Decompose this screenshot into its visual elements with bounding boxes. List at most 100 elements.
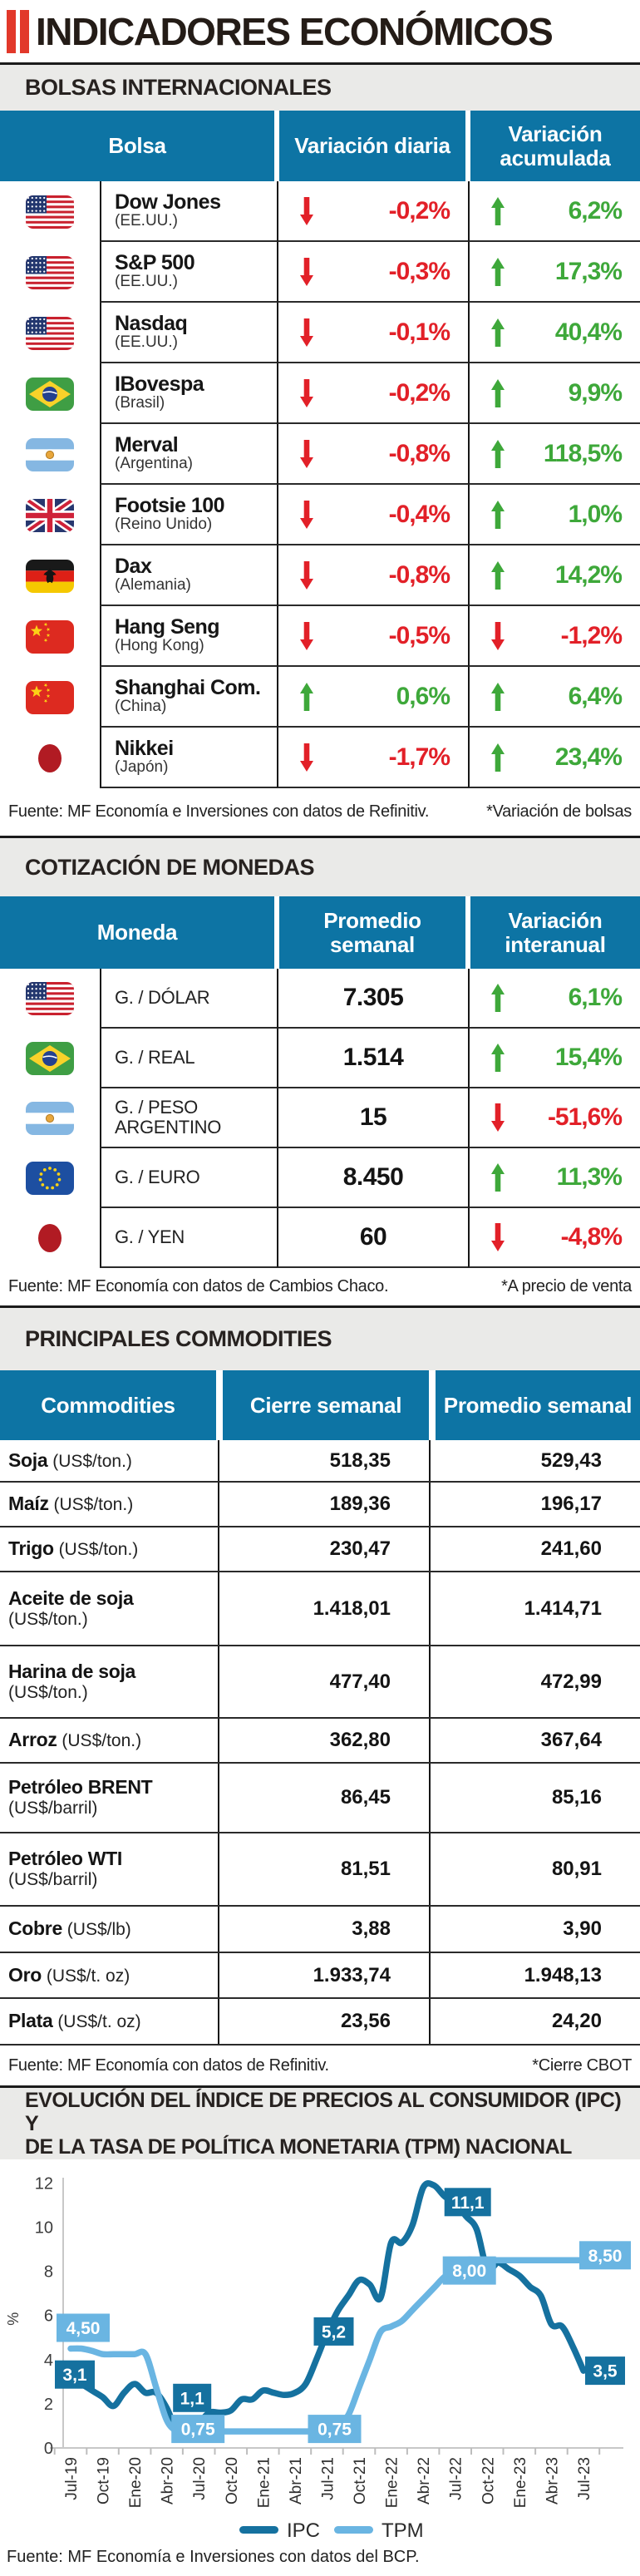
exchange-name: Shanghai Com. bbox=[115, 675, 261, 699]
weekly-close-value: 1.418,01 bbox=[218, 1572, 429, 1645]
svg-text:3,1: 3,1 bbox=[62, 2366, 87, 2385]
x-tick-label: Jul-22 bbox=[448, 2457, 465, 2500]
data-label-tpm: 8,00 bbox=[442, 2256, 496, 2285]
table-row: Arroz (US$/ton.) 362,80 367,64 bbox=[0, 1719, 640, 1764]
table-row: S&P 500 (EE.UU.) -0,3% 17,3% bbox=[0, 242, 640, 303]
legend-swatch-ipc bbox=[239, 2526, 278, 2534]
commodity-name: Soja (US$/ton.) bbox=[8, 1448, 132, 1471]
arrow-up-icon bbox=[491, 500, 505, 529]
flag-jp-icon bbox=[0, 1208, 100, 1268]
exchange-name: Nasdaq bbox=[115, 311, 188, 335]
accumulated-variation-value: 14,2% bbox=[554, 560, 623, 589]
exchange-name: Nikkei bbox=[115, 736, 174, 760]
commodity-name: Cobre (US$/lb) bbox=[8, 1917, 131, 1940]
arrow-up-icon bbox=[491, 439, 505, 468]
legend-swatch-tpm bbox=[334, 2526, 373, 2534]
weekly-close-value: 81,51 bbox=[218, 1833, 429, 1905]
y-tick-label: 0 bbox=[44, 2440, 53, 2458]
svg-text:0,75: 0,75 bbox=[318, 2421, 352, 2440]
y-tick-label: 6 bbox=[44, 2307, 53, 2326]
yearly-variation-value: 6,1% bbox=[568, 984, 623, 1011]
flag-cn-icon bbox=[0, 667, 100, 728]
x-tick-label: Ene-21 bbox=[255, 2457, 273, 2508]
x-tick-label: Jul-21 bbox=[320, 2457, 337, 2500]
header-gap bbox=[274, 896, 279, 969]
weekly-average-value: 1.414,71 bbox=[429, 1572, 640, 1645]
section-band-monedas: COTIZACIÓN DE MONEDAS bbox=[0, 838, 640, 896]
x-tick-label: Abr-23 bbox=[544, 2457, 561, 2504]
section-title-commodities: PRINCIPALES COMMODITIES bbox=[25, 1326, 332, 1352]
table-row: Footsie 100 (Reino Unido) -0,4% 1,0% bbox=[0, 485, 640, 545]
section-band-bolsas: BOLSAS INTERNACIONALES bbox=[0, 65, 640, 111]
currency-name: G. / EURO bbox=[115, 1167, 200, 1188]
monedas-source-row: Fuente: MF Economía con datos de Cambios… bbox=[0, 1268, 640, 1305]
exchange-name: Dow Jones bbox=[115, 190, 221, 214]
currency-name: G. / REAL bbox=[115, 1047, 195, 1068]
arrow-down-icon bbox=[300, 318, 313, 347]
flag-br-icon bbox=[0, 1029, 100, 1088]
table-row: Soja (US$/ton.) 518,35 529,43 bbox=[0, 1440, 640, 1483]
y-tick-label: 8 bbox=[44, 2263, 53, 2282]
accumulated-variation-value: 1,0% bbox=[568, 500, 623, 528]
weekly-close-value: 189,36 bbox=[218, 1483, 429, 1526]
x-tick-label: Jul-23 bbox=[576, 2457, 593, 2500]
accumulated-variation-value: 6,2% bbox=[568, 196, 623, 225]
data-label-tpm: 8,50 bbox=[579, 2241, 631, 2270]
commodity-name: Trigo (US$/ton.) bbox=[8, 1537, 139, 1560]
column-header-variacion-interanual: Variación interanual bbox=[470, 896, 640, 969]
arrow-up-icon bbox=[491, 984, 505, 1012]
commodities-table-body: Soja (US$/ton.) 518,35 529,43 Maíz (US$/… bbox=[0, 1440, 640, 2046]
table-row: Merval (Argentina) -0,8% 118,5% bbox=[0, 424, 640, 485]
y-axis-label: % bbox=[5, 2312, 22, 2326]
svg-text:5,2: 5,2 bbox=[322, 2322, 346, 2342]
daily-variation-value: -0,2% bbox=[388, 378, 450, 407]
page-title: INDICADORES ECONÓMICOS bbox=[36, 9, 554, 53]
exchange-country: (Japón) bbox=[115, 758, 169, 777]
accumulated-variation-value: -1,2% bbox=[560, 621, 623, 649]
yearly-variation-value: 11,3% bbox=[556, 1163, 623, 1191]
column-header-promedio-semanal: Promedio semanal bbox=[436, 1370, 640, 1440]
footnote-text: *Cierre CBOT bbox=[532, 2055, 632, 2075]
exchange-country: (Reino Unido) bbox=[115, 516, 213, 534]
table-row: G. / YEN 60 -4,8% bbox=[0, 1208, 640, 1268]
svg-text:8,00: 8,00 bbox=[452, 2262, 486, 2281]
weekly-average-value: 529,43 bbox=[429, 1440, 640, 1481]
arrow-down-icon bbox=[300, 257, 313, 286]
column-header-variacion-diaria: Variación diaria bbox=[279, 111, 465, 181]
arrow-down-icon bbox=[300, 439, 313, 468]
table-row: Hang Seng (Hong Kong) -0,5% -1,2% bbox=[0, 606, 640, 667]
commodity-name: Aceite de soja (US$/ton.) bbox=[8, 1587, 134, 1629]
daily-variation-value: -0,4% bbox=[388, 500, 450, 528]
flag-eu-icon bbox=[0, 1148, 100, 1208]
x-tick-label: Oct-21 bbox=[352, 2457, 369, 2504]
table-row: G. / REAL 1.514 15,4% bbox=[0, 1029, 640, 1088]
weekly-average-value: 3,90 bbox=[429, 1907, 640, 1952]
header-gap bbox=[465, 111, 470, 181]
accumulated-variation-value: 17,3% bbox=[554, 257, 623, 285]
table-row: Petróleo WTI (US$/barril) 81,51 80,91 bbox=[0, 1833, 640, 1907]
arrow-down-icon bbox=[300, 743, 313, 772]
svg-text:8,50: 8,50 bbox=[588, 2247, 623, 2266]
arrow-up-icon bbox=[491, 560, 505, 590]
commodity-name: Petróleo WTI (US$/barril) bbox=[8, 1848, 122, 1890]
accumulated-variation-value: 118,5% bbox=[543, 439, 623, 467]
table-row: Shanghai Com. (China) 0,6% 6,4% bbox=[0, 667, 640, 728]
daily-variation-value: -0,3% bbox=[388, 257, 450, 285]
flag-cn-icon bbox=[0, 606, 100, 667]
commodity-name: Arroz (US$/ton.) bbox=[8, 1729, 142, 1751]
exchange-name: Dax bbox=[115, 554, 152, 578]
legend: IPC TPM bbox=[239, 2519, 424, 2542]
x-tick-label: Ene-20 bbox=[127, 2457, 145, 2508]
section-band-commodities: PRINCIPALES COMMODITIES bbox=[0, 1308, 640, 1370]
exchange-name: Footsie 100 bbox=[115, 493, 225, 517]
red-bars-icon bbox=[7, 9, 29, 53]
flag-ar-icon bbox=[0, 424, 100, 485]
daily-variation-value: -1,7% bbox=[388, 743, 450, 771]
header-gap bbox=[429, 1370, 436, 1440]
source-text: Fuente: MF Economía e Inversiones con da… bbox=[8, 802, 430, 821]
table-row: G. / PESO ARGENTINO 15 -51,6% bbox=[0, 1088, 640, 1148]
weekly-average-value: 1.948,13 bbox=[429, 1953, 640, 1997]
commodities-source-row: Fuente: MF Economía con datos de Refinit… bbox=[0, 2046, 640, 2085]
flag-jp-icon bbox=[0, 728, 100, 788]
data-label-ipc: 3,5 bbox=[585, 2356, 625, 2386]
